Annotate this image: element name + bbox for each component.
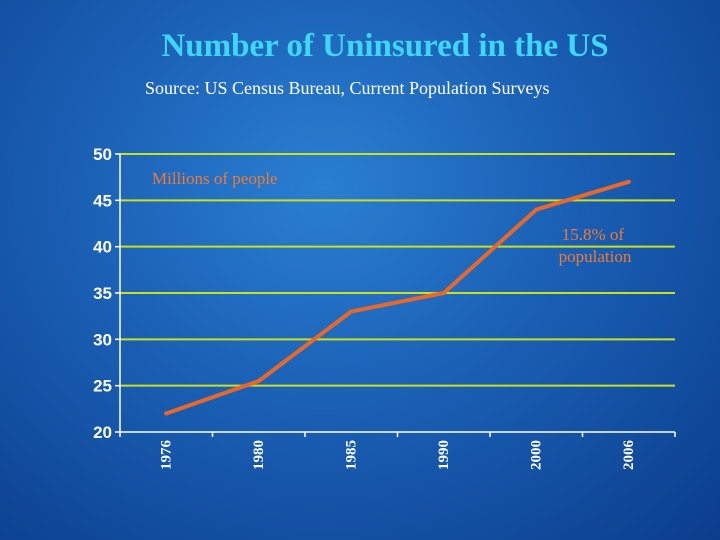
data-point-1990: [441, 291, 446, 295]
x-tick-label-1985: 1985: [343, 440, 359, 470]
y-tick-label-30: 30: [93, 330, 112, 349]
x-tick-label-1990: 1990: [436, 440, 452, 470]
gridlines: [115, 153, 675, 433]
data-point-2000: [534, 207, 539, 212]
x-tick-label-2006: 2006: [621, 440, 637, 471]
y-tick-label-50: 50: [93, 145, 112, 164]
x-tick-label-1976: 1976: [158, 440, 174, 471]
y-tick-label-40: 40: [93, 238, 112, 257]
y-tick-label-35: 35: [93, 284, 112, 303]
y-tick-label-20: 20: [93, 423, 112, 442]
series-group: [164, 179, 631, 416]
slide-subtitle: Source: US Census Bureau, Current Popula…: [145, 78, 550, 98]
annotation-millions-of-people: Millions of people: [152, 169, 278, 188]
data-point-1976: [164, 411, 169, 416]
y-tick-label-25: 25: [93, 377, 112, 396]
x-tick-labels: 1976 1980 1985 1990 2000 2006: [158, 440, 637, 471]
annotation-population-share-line-2: population: [559, 247, 632, 266]
data-point-1985: [349, 309, 354, 314]
y-tick-labels: 20 25 30 35 40 45 50: [93, 145, 112, 442]
slide-title: Number of Uninsured in the US: [161, 28, 609, 64]
data-point-2006: [626, 179, 631, 184]
series-line-0: [164, 179, 631, 416]
x-tick-label-1980: 1980: [251, 440, 267, 470]
data-point-1980: [256, 379, 261, 384]
y-tick-label-45: 45: [93, 191, 112, 210]
x-tick-label-2000: 2000: [528, 440, 544, 470]
chart-axes: [119, 154, 676, 437]
annotation-population-share-line-1: 15.8% of: [562, 225, 625, 244]
annotation-population-share: 15.8% of population: [559, 225, 632, 266]
